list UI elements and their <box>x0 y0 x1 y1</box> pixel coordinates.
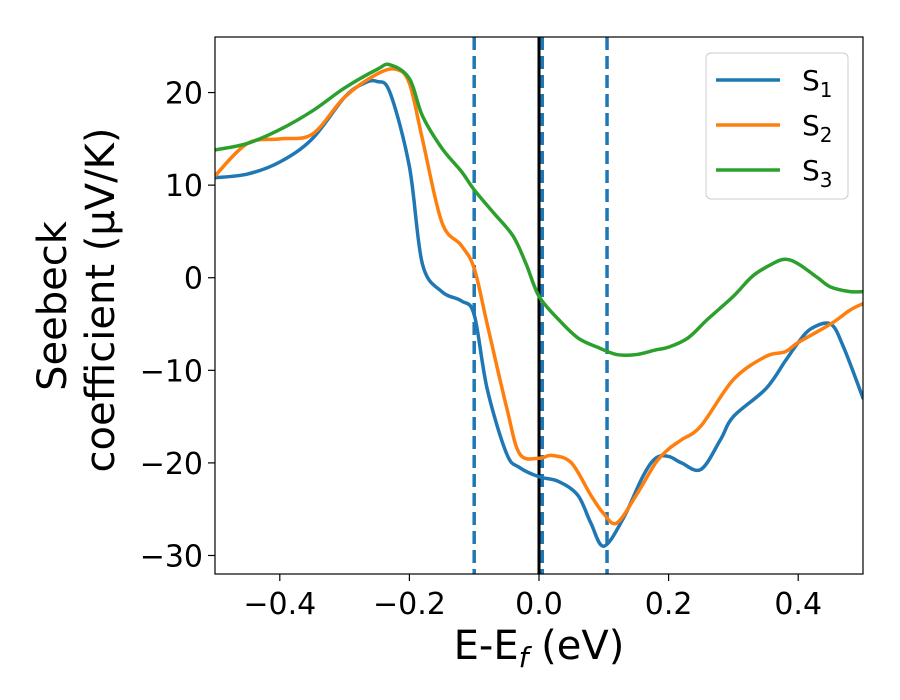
x-tick-label: 0.0 <box>515 587 563 622</box>
series-group <box>215 62 863 548</box>
legend-label-s1: S1 <box>802 64 833 102</box>
y-axis-label: Seebeck coefficient (μV/K) <box>30 128 124 473</box>
y-tick-label: −20 <box>140 447 203 482</box>
reference-lines <box>472 37 609 574</box>
y-tick-label: 20 <box>165 77 203 112</box>
legend-label-s2: S2 <box>802 109 833 147</box>
x-axis-label: E-Ef (eV) <box>454 623 625 674</box>
legend-label-s3: S3 <box>802 154 833 192</box>
y-tick-label: −30 <box>140 539 203 574</box>
y-tick-label: 0 <box>184 262 203 297</box>
series-line-s3 <box>215 62 863 358</box>
y-axis-label-line1: Seebeck <box>30 220 76 391</box>
y-tick-label: −10 <box>140 354 203 389</box>
x-tick-label: −0.2 <box>373 587 446 622</box>
x-axis-ticks: −0.4 −0.2 0.0 0.2 0.4 <box>243 574 822 622</box>
x-tick-label: 0.4 <box>774 587 822 622</box>
series-line-s1 <box>215 78 863 548</box>
x-tick-label: 0.2 <box>645 587 693 622</box>
series-line-s2 <box>215 67 863 526</box>
y-axis-label-line2: coefficient (μV/K) <box>78 128 124 473</box>
x-tick-label: −0.4 <box>243 587 316 622</box>
y-tick-label: 10 <box>165 169 203 204</box>
y-axis-ticks: −30 −20 −10 0 10 20 <box>140 77 215 574</box>
legend: S1 S2 S3 <box>705 52 849 200</box>
